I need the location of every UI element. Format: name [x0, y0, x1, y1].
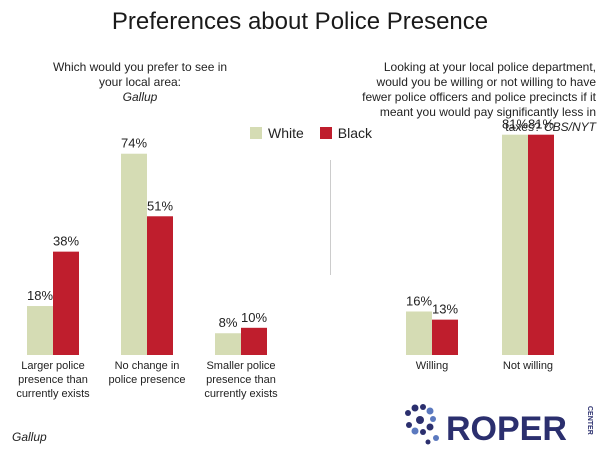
panel-divider [330, 160, 331, 275]
legend-label-white: White [268, 125, 304, 141]
footer-source: Gallup [12, 430, 47, 444]
value-label-black-p1-c1: 81% [528, 117, 554, 132]
right-panel-subtitle: Looking at your local police department,… [354, 60, 596, 135]
roper-center-logo: ROPER CENTER [405, 404, 593, 448]
logo-subtext: CENTER [586, 406, 593, 435]
legend: White Black [250, 125, 382, 141]
left-panel-source: Gallup [122, 90, 158, 104]
bar-white-p0-c2 [215, 333, 241, 355]
value-label-white-p0-c2: 8% [219, 315, 238, 330]
left-panel-subtitle: Which would you prefer to see in your lo… [40, 60, 240, 105]
value-label-black-p0-c0: 38% [53, 234, 79, 249]
chart-title: Preferences about Police Presence [111, 8, 489, 35]
roper-logo-mark-icon [405, 404, 439, 445]
category-label-p0-c2-l2: currently exists [204, 388, 278, 400]
bar-black-p0-c2 [241, 327, 267, 355]
bar-black-p0-c1 [147, 216, 173, 355]
category-label-p0-c1-l1: police presence [108, 374, 185, 386]
bar-black-p1-c1 [528, 134, 554, 355]
category-label-p1-c0-l0: Willing [416, 360, 448, 372]
category-label-p1-c1-l0: Not willing [503, 360, 553, 372]
category-label-p0-c1-l0: No change in [115, 360, 180, 372]
category-label-p0-c0-l2: currently exists [16, 388, 90, 400]
bar-white-p1-c1 [502, 134, 528, 355]
category-label-p0-c0-l0: Larger police [21, 360, 85, 372]
category-label-p0-c2-l1: presence than [206, 374, 276, 386]
legend-label-black: Black [337, 125, 373, 141]
value-label-white-p1-c1: 81% [502, 117, 528, 132]
value-label-black-p1-c0: 13% [432, 302, 458, 317]
value-label-white-p1-c0: 16% [406, 293, 432, 308]
value-label-white-p0-c1: 74% [121, 136, 147, 151]
left-panel-question: Which would you prefer to see in your lo… [52, 60, 228, 89]
legend-swatch-black [319, 127, 332, 139]
category-label-p0-c0-l1: presence than [18, 374, 88, 386]
bar-white-p1-c0 [406, 311, 432, 355]
category-label-p0-c2-l0: Smaller police [206, 360, 275, 372]
right-panel-source: CBS/NYT [543, 120, 596, 134]
value-label-white-p0-c0: 18% [27, 288, 53, 303]
logo-text: ROPER [446, 410, 567, 448]
value-label-black-p0-c1: 51% [147, 198, 173, 213]
value-label-black-p0-c2: 10% [241, 310, 267, 325]
bar-black-p1-c0 [432, 319, 458, 355]
right-panel-question: Looking at your local police department,… [362, 60, 596, 134]
legend-swatch-white [250, 127, 262, 139]
bar-white-p0-c0 [27, 306, 53, 355]
bar-black-p0-c0 [53, 251, 79, 355]
bar-white-p0-c1 [121, 153, 147, 355]
